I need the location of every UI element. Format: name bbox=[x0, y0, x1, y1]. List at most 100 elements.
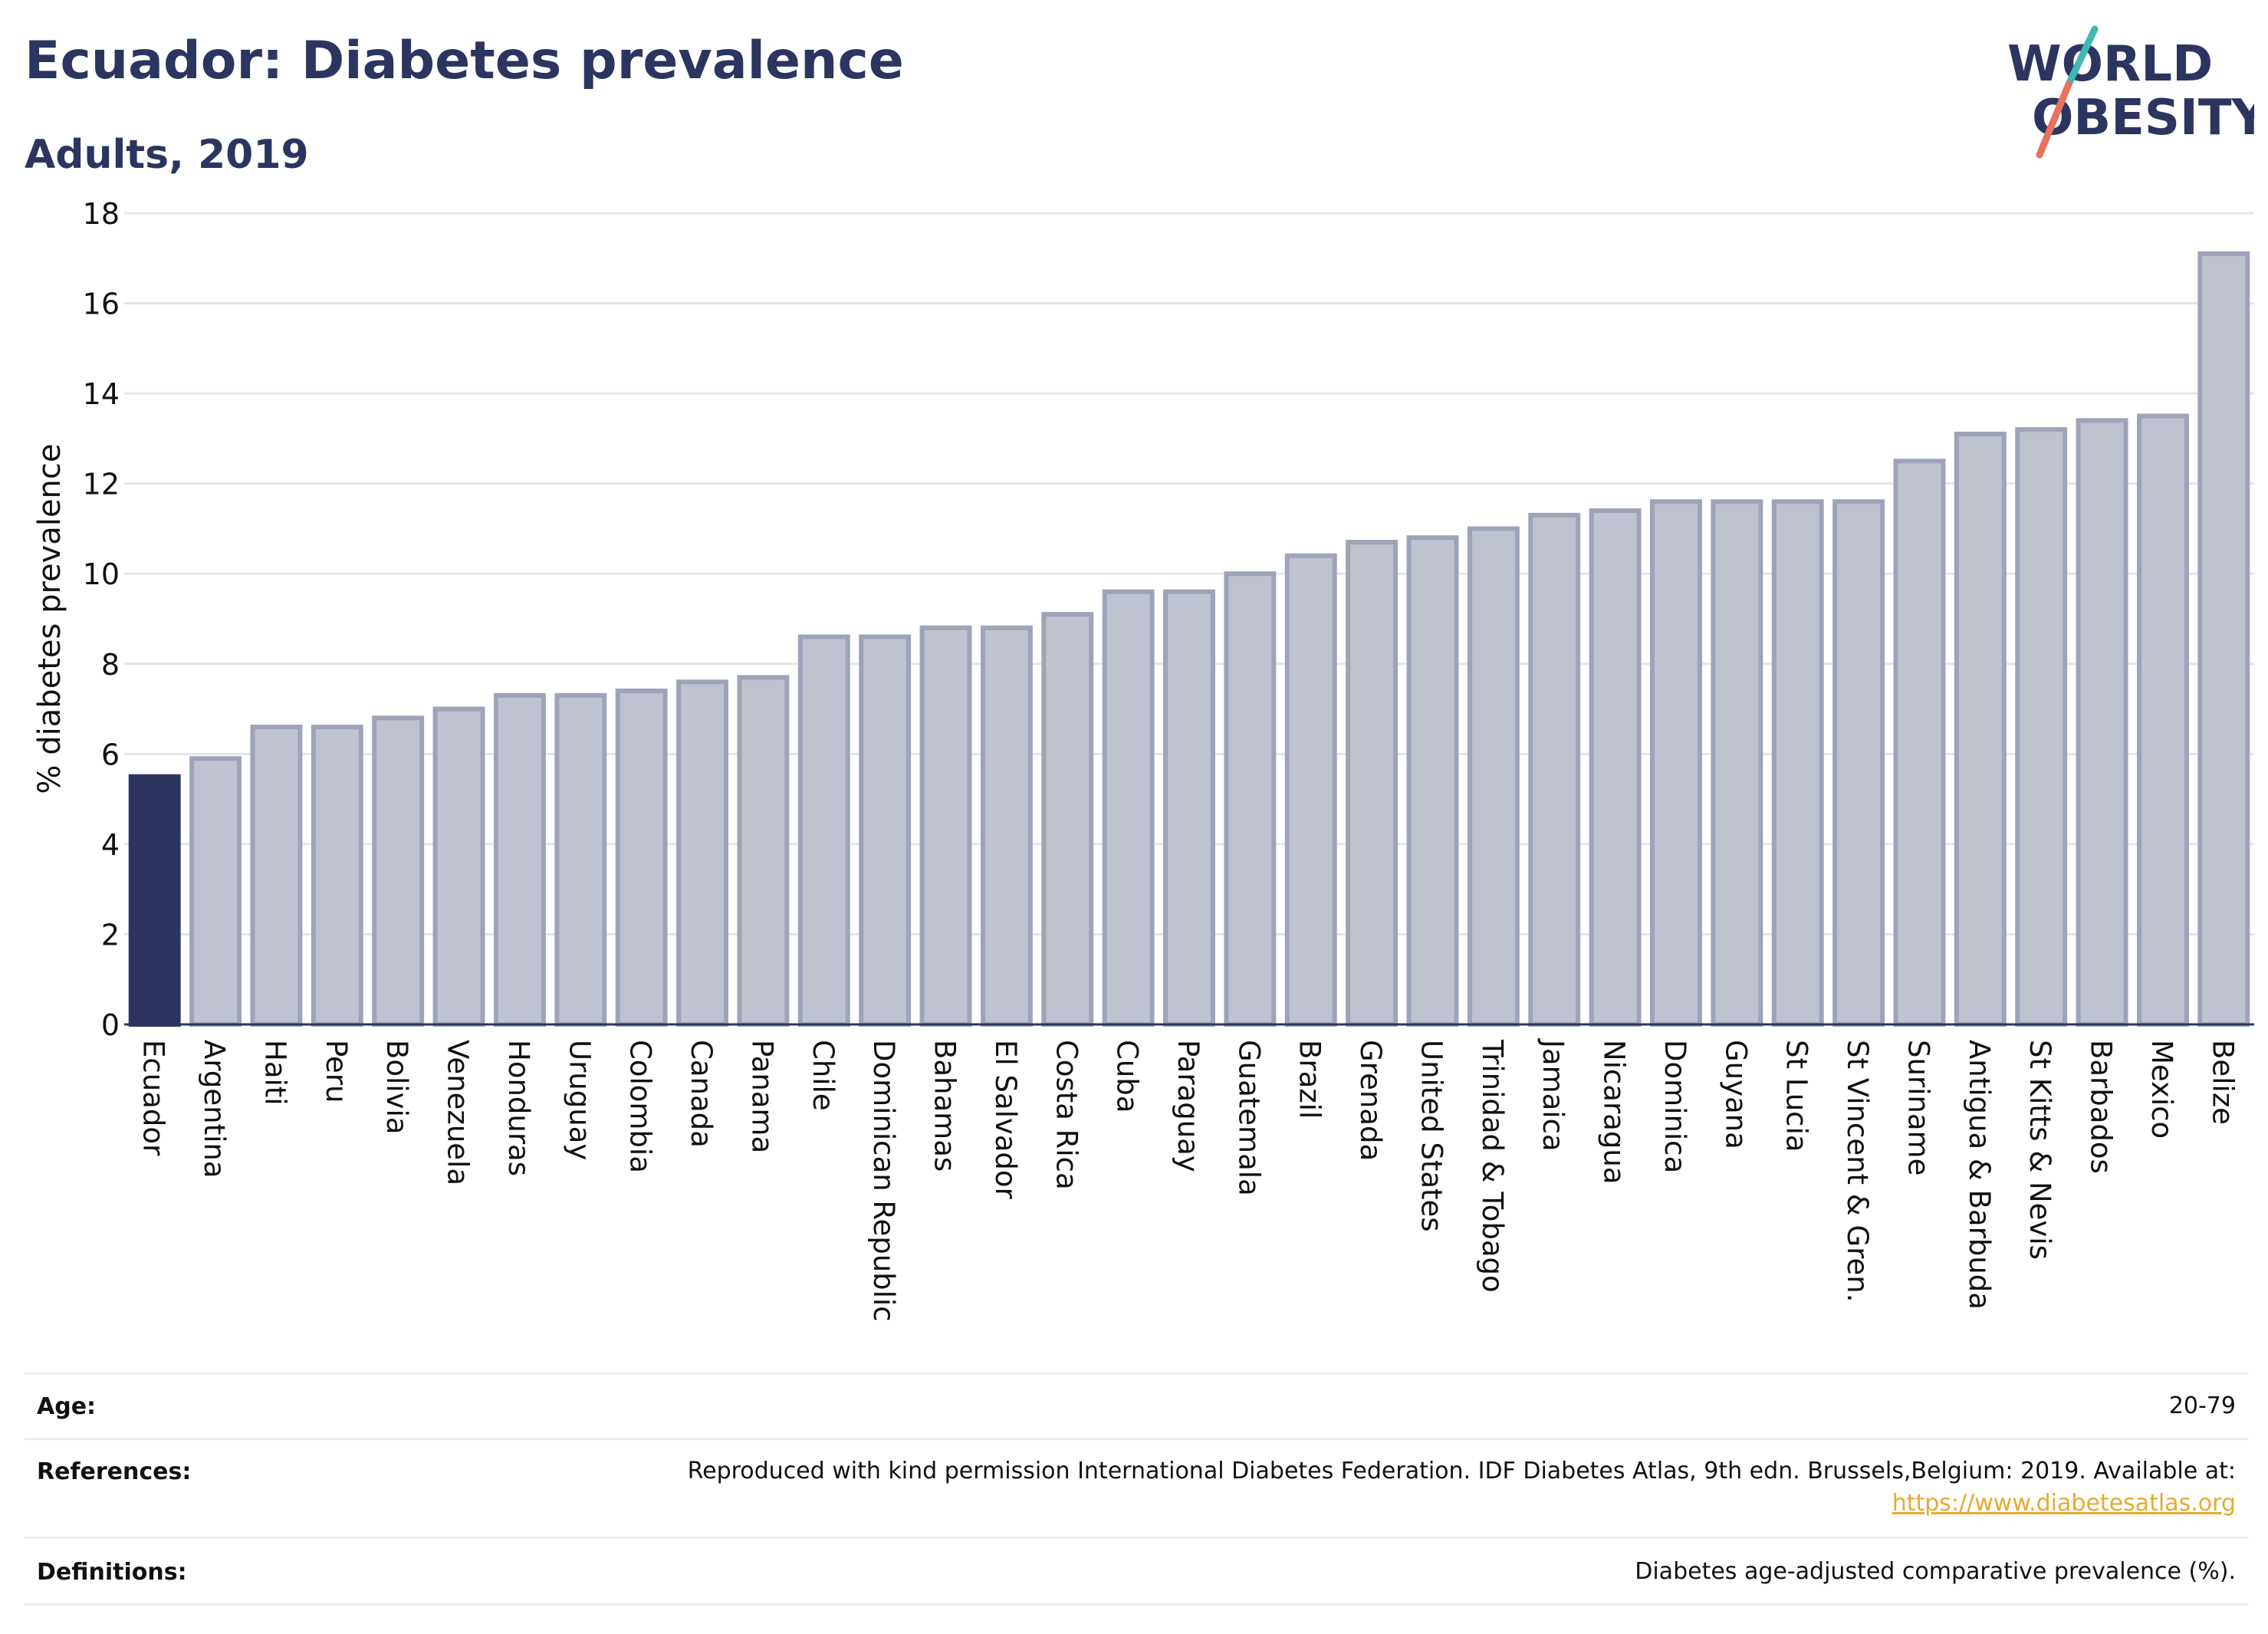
y-tick-label: 6 bbox=[101, 738, 120, 771]
x-tick-label: Jamaica bbox=[1537, 1038, 1570, 1152]
y-tick-label: 12 bbox=[83, 468, 120, 501]
x-tick-label: Argentina bbox=[198, 1040, 231, 1178]
y-tick-label: 18 bbox=[83, 197, 120, 231]
y-tick-label: 16 bbox=[83, 288, 120, 321]
y-tick-label: 14 bbox=[83, 377, 120, 411]
chart-subtitle: Adults, 2019 bbox=[25, 132, 309, 178]
bar-panama bbox=[737, 675, 790, 1027]
bar-dominica bbox=[1650, 499, 1702, 1027]
references-value: Reproduced with kind permission Internat… bbox=[472, 1455, 2236, 1520]
x-tick-label: Colombia bbox=[624, 1040, 657, 1173]
bar-nicaragua bbox=[1589, 508, 1642, 1027]
bar-united-states bbox=[1406, 535, 1459, 1027]
references-text: Reproduced with kind permission Internat… bbox=[687, 1458, 2236, 1484]
age-label: Age: bbox=[37, 1393, 97, 1420]
bar-cuba bbox=[1102, 589, 1155, 1027]
logo-slash-coral bbox=[2036, 81, 2072, 159]
info-table: Age: 20-79 References: Reproduced with k… bbox=[25, 1373, 2248, 1606]
bar-suriname bbox=[1893, 459, 1946, 1027]
bar-argentina bbox=[189, 756, 242, 1027]
y-tick-label: 8 bbox=[101, 648, 120, 682]
x-tick-label: Guyana bbox=[1719, 1040, 1752, 1149]
x-tick-label: Mexico bbox=[2145, 1040, 2178, 1139]
bar-paraguay bbox=[1163, 589, 1215, 1027]
references-label: References: bbox=[37, 1458, 192, 1485]
x-tick-label: Belize bbox=[2206, 1040, 2239, 1125]
x-tick-label: Suriname bbox=[1902, 1040, 1934, 1175]
bar-haiti bbox=[250, 725, 303, 1027]
logo-line1: WORLD bbox=[2007, 36, 2213, 93]
bar-grenada bbox=[1346, 540, 1399, 1027]
x-tick-label: Bahamas bbox=[929, 1040, 961, 1172]
definitions-value: Diabetes age-adjusted comparative preval… bbox=[1635, 1558, 2236, 1585]
bar-honduras bbox=[493, 692, 546, 1027]
x-tick-label: Ecuador bbox=[137, 1040, 170, 1156]
bar-colombia bbox=[615, 689, 668, 1027]
x-tick-label: Peru bbox=[320, 1040, 353, 1103]
x-tick-label: Barbados bbox=[2085, 1040, 2118, 1174]
x-tick-label: Costa Rica bbox=[1050, 1040, 1083, 1190]
info-row-references: References: Reproduced with kind permiss… bbox=[25, 1438, 2248, 1537]
references-link[interactable]: https://www.diabetesatlas.org bbox=[1892, 1490, 2236, 1517]
bar-costa-rica bbox=[1041, 612, 1094, 1027]
bar-venezuela bbox=[432, 706, 485, 1027]
bar-dominican-republic bbox=[859, 634, 912, 1027]
x-tick-label: Dominican Republic bbox=[867, 1040, 900, 1322]
x-tick-label: Uruguay bbox=[563, 1040, 596, 1160]
x-tick-label: El Salvador bbox=[989, 1040, 1022, 1200]
age-value: 20-79 bbox=[2168, 1392, 2236, 1419]
x-tick-label: Antigua & Barbuda bbox=[1963, 1040, 1996, 1310]
bar-trinidad-tobago bbox=[1467, 526, 1520, 1027]
bar-mexico bbox=[2136, 413, 2189, 1027]
x-tick-label: Trinidad & Tobago bbox=[1476, 1039, 1509, 1293]
x-tick-label: Brazil bbox=[1293, 1040, 1326, 1119]
x-tick-label: St Lucia bbox=[1780, 1040, 1813, 1152]
x-tick-label: Honduras bbox=[502, 1040, 535, 1176]
info-row-definitions: Definitions: Diabetes age-adjusted compa… bbox=[25, 1537, 2248, 1606]
definitions-label: Definitions: bbox=[37, 1559, 187, 1586]
x-tick-label: Dominica bbox=[1658, 1040, 1691, 1173]
x-tick-label: United States bbox=[1415, 1040, 1448, 1232]
x-tick-label: Nicaragua bbox=[1598, 1040, 1631, 1184]
x-tick-label: Bolivia bbox=[380, 1040, 413, 1134]
bar-st-vincent-gren- bbox=[1832, 499, 1885, 1027]
x-tick-label: Grenada bbox=[1354, 1040, 1387, 1161]
x-tick-label: St Kitts & Nevis bbox=[2023, 1040, 2056, 1260]
bar-ecuador bbox=[128, 774, 181, 1027]
y-axis-label: % diabetes prevalence bbox=[32, 443, 67, 794]
bar-peru bbox=[311, 725, 363, 1027]
world-obesity-logo: WORLD OBESITY bbox=[2007, 25, 2254, 159]
bar-st-lucia bbox=[1771, 499, 1824, 1027]
logo-slash-teal bbox=[2065, 25, 2099, 88]
bar-canada bbox=[676, 679, 728, 1027]
info-row-age: Age: 20-79 bbox=[25, 1373, 2248, 1438]
x-tick-label: Cuba bbox=[1111, 1040, 1144, 1113]
bar-barbados bbox=[2076, 418, 2128, 1027]
bar-el-salvador bbox=[980, 625, 1033, 1027]
bar-st-kitts-nevis bbox=[2015, 427, 2068, 1027]
bar-bolivia bbox=[372, 715, 425, 1027]
x-tick-labels: Ecuador Argentina Haiti Peru Bolivia Venezuel… bbox=[137, 1038, 2240, 1322]
bar-bahamas bbox=[919, 625, 972, 1027]
x-tick-label: Venezuela bbox=[442, 1040, 475, 1185]
logo-line2: OBESITY bbox=[2032, 90, 2254, 146]
x-tick-label: St Vincent & Gren. bbox=[1841, 1040, 1874, 1302]
chart-title: Ecuador: Diabetes prevalence bbox=[25, 31, 904, 91]
x-tick-label: Guatemala bbox=[1232, 1040, 1265, 1196]
bar-guyana bbox=[1711, 499, 1763, 1027]
x-tick-label: Paraguay bbox=[1172, 1040, 1205, 1172]
y-tick-label: 10 bbox=[83, 557, 120, 591]
x-tick-label: Chile bbox=[807, 1040, 840, 1111]
x-tick-label: Canada bbox=[685, 1040, 718, 1148]
bar-chart: 0 2 4 6 8 10 12 14 16 18 Ecuador Argentina Haiti Per… bbox=[32, 197, 2254, 1322]
bar-belize bbox=[2197, 251, 2250, 1027]
x-tick-label: Panama bbox=[745, 1040, 778, 1153]
bar-jamaica bbox=[1528, 512, 1581, 1027]
y-tick-label: 2 bbox=[101, 918, 120, 952]
y-tick-labels: 0 2 4 6 8 10 12 14 16 18 bbox=[83, 197, 120, 1042]
bar-brazil bbox=[1284, 553, 1337, 1027]
bar-chile bbox=[797, 634, 850, 1027]
y-tick-label: 4 bbox=[101, 828, 120, 862]
bar-uruguay bbox=[554, 692, 607, 1027]
bars-layer bbox=[128, 251, 2250, 1027]
